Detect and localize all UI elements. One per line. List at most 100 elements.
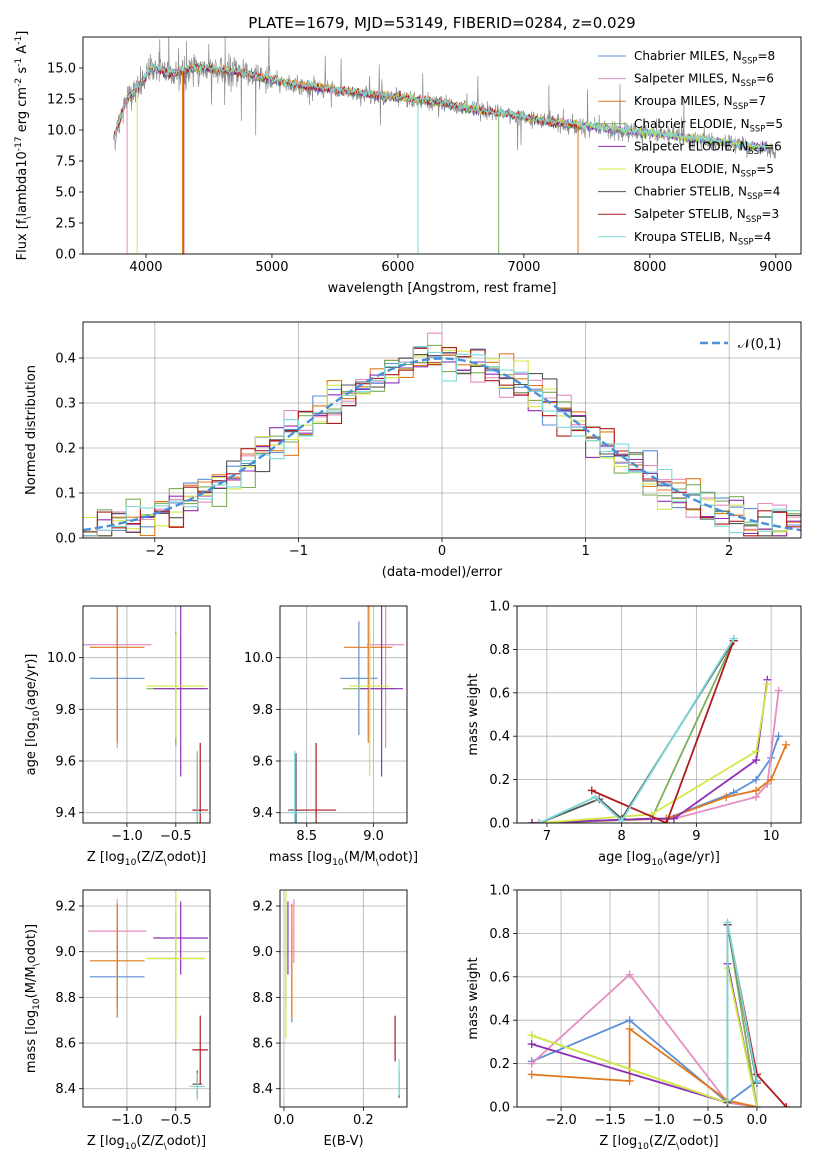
y-tick-label: 0.2 [55,442,76,457]
y-tick-label: 10.0 [47,651,76,666]
y-tick-label: 0.6 [489,970,510,985]
series-line-4 [531,679,769,823]
series-line-2 [531,1027,758,1107]
data-point [722,792,731,801]
x-tick-label: 2 [725,544,733,559]
x-tick-label: −1.0 [111,1113,143,1128]
y-tick-label: 0.8 [489,927,510,942]
data-point [527,819,536,823]
y-tick-label: 0.8 [489,643,510,658]
y-tick-label: 10.0 [244,651,273,666]
legend-entry: Kroupa MILES, NSSP=7 [634,94,766,111]
y-tick-label: 0.0 [55,532,76,547]
legend: Chabrier MILES, NSSP=8 Salpeter MILES, NS… [598,49,783,246]
data-point [763,680,772,689]
y-tick-label: 1.0 [489,600,510,615]
plot-area [286,606,405,823]
series-line-4 [531,963,758,1107]
plot-area [527,634,791,823]
legend-entry: Kroupa STELIB, NSSP=4 [634,230,771,247]
axes-frame [82,889,211,1108]
data-point [617,816,626,823]
x-tick-label: 7000 [507,260,540,275]
y-tick-label: 5.0 [55,186,76,201]
grid-lines [280,890,407,1107]
x-axis-label: age [log10(age/yr)] [598,850,720,868]
data-point [752,747,761,756]
data-point [625,1076,634,1085]
y-tick-label: 0.6 [489,686,510,701]
data-point [782,740,791,749]
y-tick-label: 0.1 [55,487,76,502]
spectrum-panel: PLATE=1679, MJD=53149, FIBERID=0284, z=0… [14,14,802,296]
data-point [591,792,600,801]
plot-area [83,332,801,537]
x-axis-label: Z [log10(Z/Z\odot)] [87,850,206,868]
x-tick-label: 0.0 [747,1113,768,1128]
data-point [752,1076,761,1085]
grid-lines [83,606,210,823]
mass-weight-vs-age-panel: 7 8 9 10 0.0 0.2 0.4 0.6 0.8 1.0 age [log10(age/yr… [466,600,802,868]
x-tick-label: −0.5 [160,1113,192,1128]
y-tick-label: 9.6 [252,755,273,770]
gaussian-curve [83,357,801,532]
mass-weight-vs-metallicity-panel: −2.0 −1.5 −1.0 −0.5 0.0 0.0 0.2 0.4 0.6 0.8 1.0 Z [… [466,884,802,1152]
plot-area [83,606,209,823]
y-axis-label: age [log10(age/yr)] [24,654,42,776]
x-tick-label: 5000 [255,260,288,275]
x-tick-label: 8 [617,829,625,844]
x-tick-label: 1 [581,544,589,559]
y-axis-label: mass weight [466,957,481,1039]
y-tick-label: 0.4 [489,1014,510,1029]
series-line-7 [591,640,735,823]
x-tick-label: 6000 [381,260,414,275]
histogram-1 [83,332,801,537]
y-tick-label: 2.5 [55,217,76,232]
series-line-1 [531,973,758,1107]
y-tick-label: 10.0 [47,124,76,139]
x-axis-label: (data-model)/error [382,565,503,580]
series-line-1 [531,690,780,823]
data-point [752,756,761,765]
y-tick-label: 9.2 [55,899,76,914]
data-point [625,970,634,979]
model-spectrum-8 [114,62,770,152]
mass-vs-ebv-panel: 0.0 0.2 8.4 8.6 8.8 9.0 9.2 E(B-V) [252,889,408,1149]
x-axis-label: wavelength [Angstrom, rest frame] [328,281,557,296]
data-point [527,1070,536,1079]
series-line-5 [531,967,758,1107]
x-tick-label: 9000 [759,260,792,275]
legend-entry: Chabrier ELODIE, NSSP=5 [634,117,783,134]
y-tick-label: 9.2 [252,899,273,914]
y-tick-label: 0.2 [489,773,510,788]
x-axis-label: Z [log10(Z/Z\odot)] [87,1134,206,1152]
y-tick-label: 12.5 [47,93,76,108]
series-line-3 [531,924,758,1107]
x-tick-label: 0.0 [274,1113,295,1128]
y-tick-label: 15.0 [47,62,76,77]
legend-entry: Kroupa ELODIE, NSSP=5 [634,162,774,179]
axes-frame [82,605,211,824]
x-tick-label: 4000 [129,260,162,275]
y-tick-label: 9.0 [55,945,76,960]
legend-entry: Salpeter STELIB, NSSP=3 [634,207,779,224]
x-tick-label: −1.0 [111,829,143,844]
x-tick-label: −0.5 [160,829,192,844]
series-line-8 [539,638,735,823]
data-point [625,1016,634,1025]
data-point [527,1040,536,1049]
plot-area [87,890,209,1101]
age-vs-metallicity-panel: −1.0 −0.5 9.4 9.6 9.8 10.0 Z [log10(Z/Z\odot)]… [24,605,211,868]
y-axis-label: Flux [f\lambda10-17 erg cm-2 s-1 A-1] [14,31,33,261]
x-tick-label: 7 [543,829,551,844]
y-tick-label: 8.8 [55,991,76,1006]
y-tick-label: 0.4 [55,352,76,367]
data-point [752,1103,761,1107]
legend: 𝒩(0,1) [700,337,781,352]
x-tick-label: 10 [763,829,780,844]
plot-area [112,37,777,254]
x-tick-label: 9 [692,829,700,844]
legend-entry: Salpeter ELODIE, NSSP=6 [634,139,782,156]
x-tick-label: 8000 [633,260,666,275]
